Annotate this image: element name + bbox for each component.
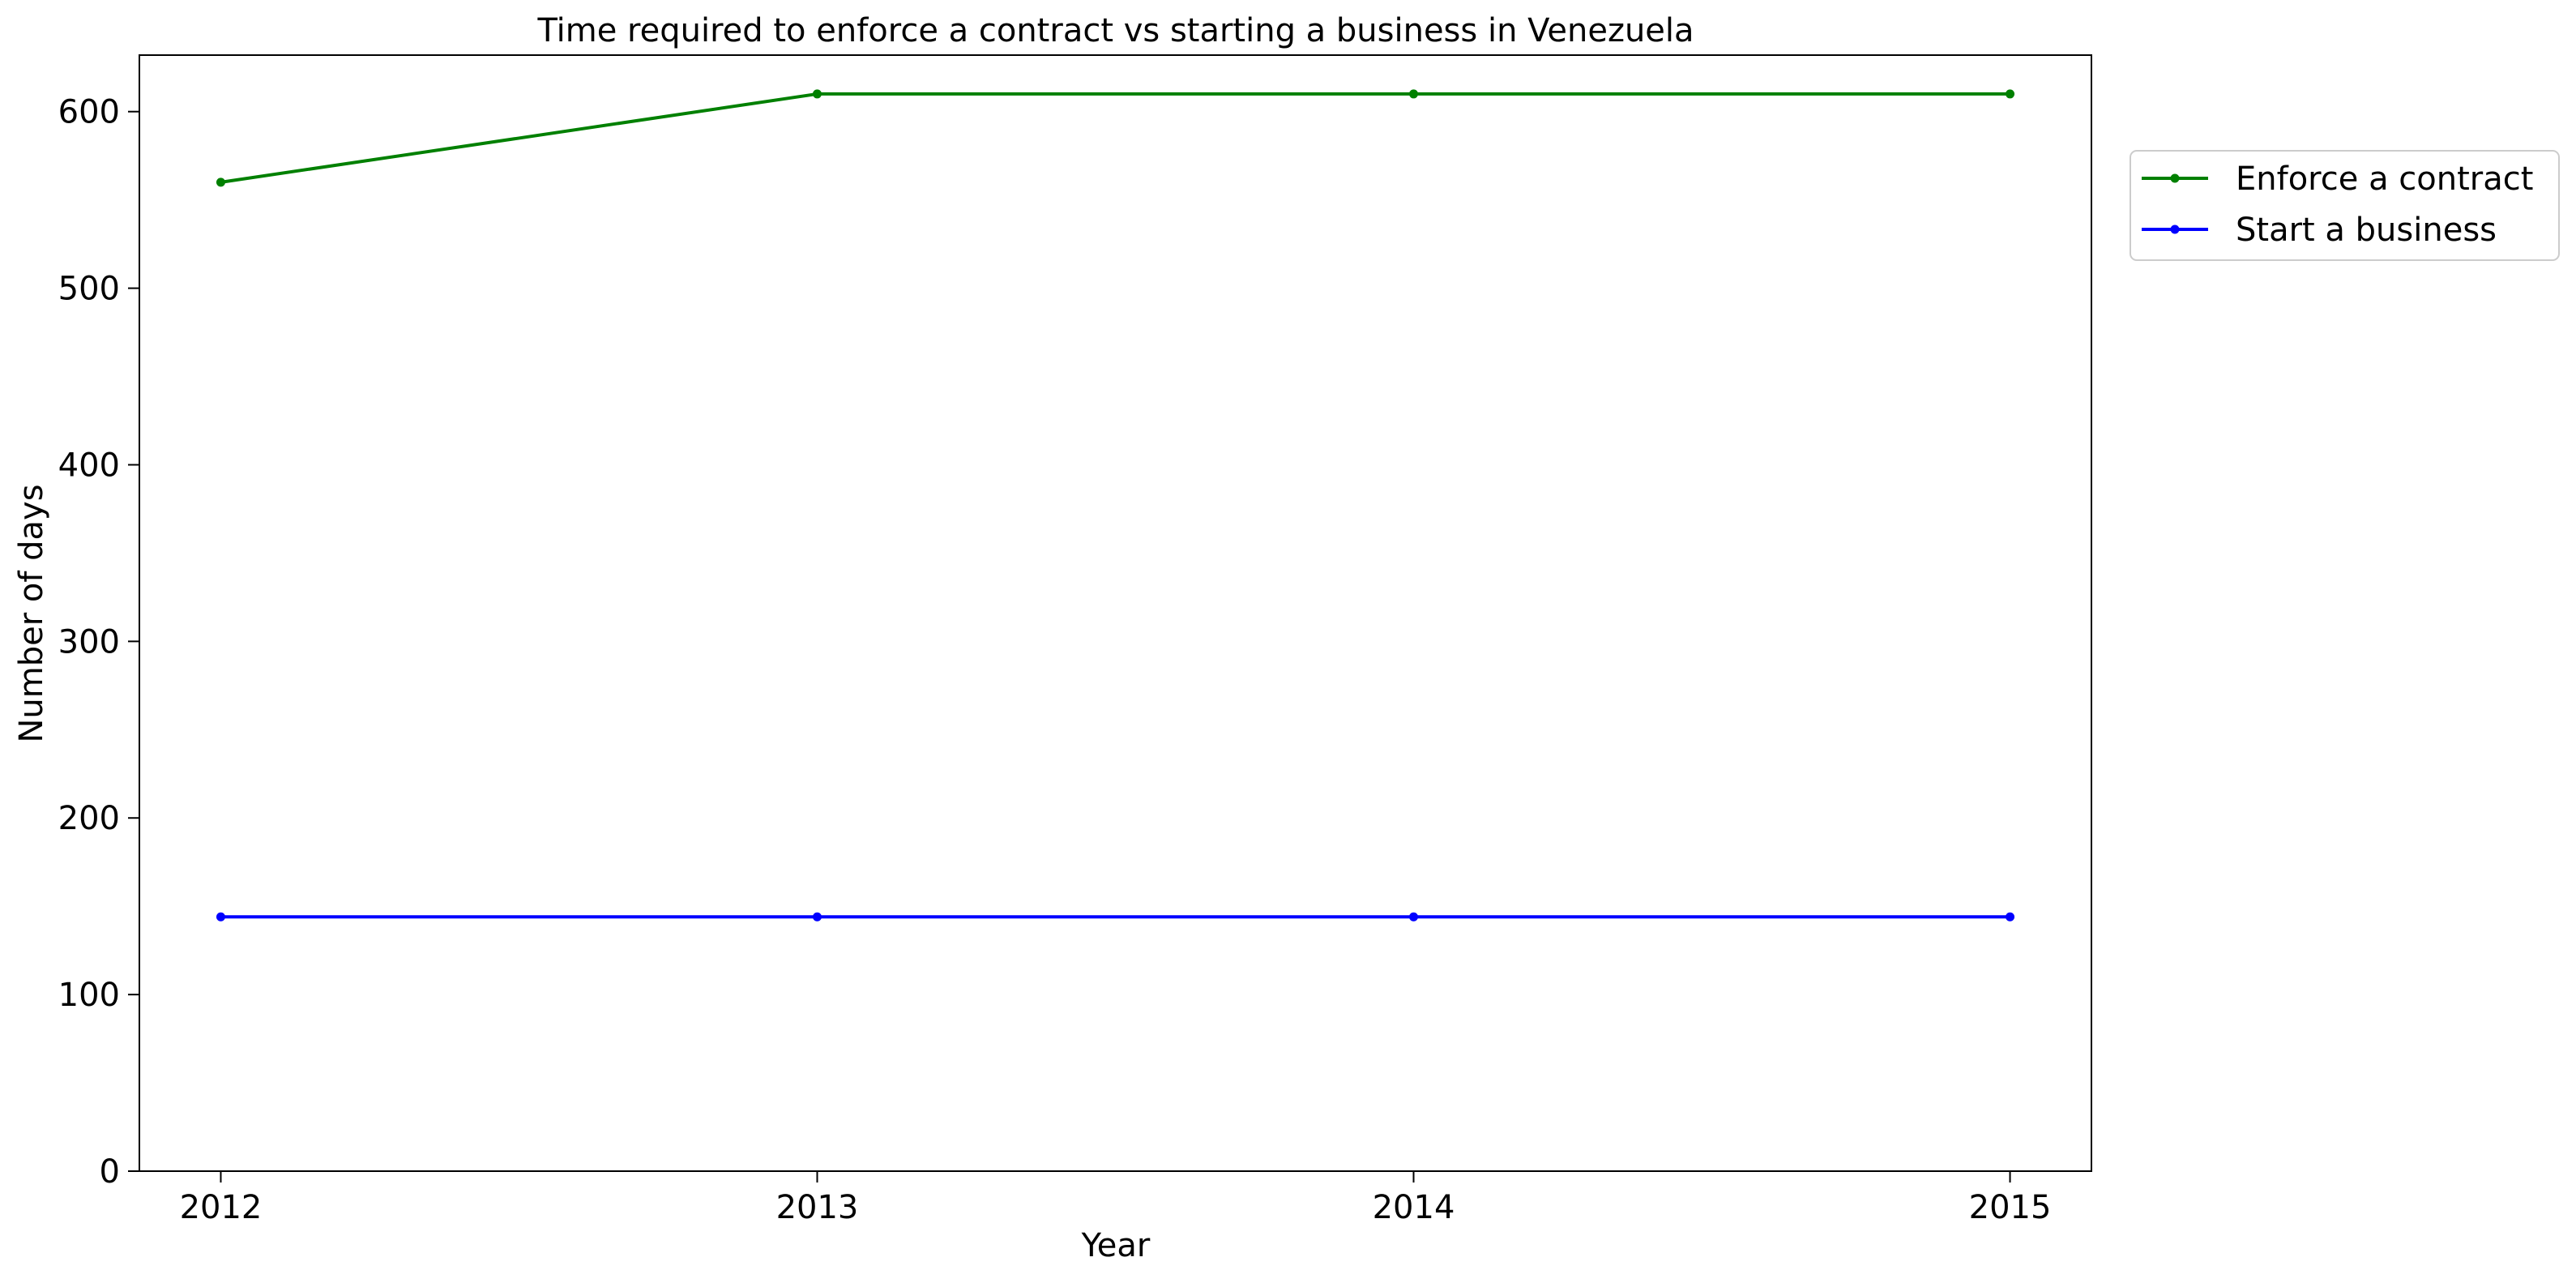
legend-marker (2170, 173, 2180, 183)
x-tick-label: 2014 (1373, 1189, 1455, 1226)
series-line-enforce-a-contract (220, 92, 2010, 184)
x-axis-label: Year (1081, 1227, 1151, 1264)
legend-label: Start a business (2236, 212, 2497, 249)
x-tick-label: 2013 (776, 1189, 859, 1226)
data-point-start-a-business (2006, 912, 2015, 922)
data-point-start-a-business (1409, 912, 1419, 922)
plot-frame (139, 54, 2092, 1172)
y-axis-label: Number of days (13, 484, 50, 742)
legend-label: Enforce a contract (2236, 160, 2533, 198)
chart-title: Time required to enforce a contract vs s… (536, 12, 1694, 49)
data-point-enforce-a-contract (812, 89, 822, 99)
series-enforce-a-contract (216, 89, 2015, 187)
x-tick-label: 2015 (1969, 1189, 2052, 1226)
series-layer (216, 89, 2015, 922)
y-tick-label: 100 (58, 977, 120, 1014)
legend-frame (2130, 150, 2560, 261)
y-tick-label: 0 (100, 1153, 120, 1191)
data-point-enforce-a-contract (1409, 89, 1419, 99)
legend-marker (2170, 225, 2180, 234)
y-tick-label: 200 (58, 800, 120, 837)
y-tick-label: 500 (58, 271, 120, 308)
y-tick-label: 600 (58, 94, 120, 131)
series-start-a-business (216, 912, 2015, 922)
x-axis: 2012 2013 2014 2015 (180, 1171, 2052, 1226)
legend-entry-start-a-business: Start a business (2142, 212, 2497, 249)
legend: Enforce a contract Start a business (2130, 150, 2560, 261)
x-tick-label: 2012 (180, 1189, 263, 1226)
y-axis: 0 100 200 300 400 500 600 (58, 94, 139, 1191)
data-point-start-a-business (812, 912, 822, 922)
y-tick-label: 400 (58, 447, 120, 484)
data-point-enforce-a-contract (216, 177, 225, 187)
legend-entry-enforce-a-contract: Enforce a contract (2142, 160, 2533, 198)
y-tick-label: 300 (58, 623, 120, 661)
plot-area: 0 100 200 300 400 500 600 2012 2013 2014 2015 (58, 54, 2092, 1226)
data-point-enforce-a-contract (2006, 89, 2015, 99)
data-point-start-a-business (216, 912, 225, 922)
